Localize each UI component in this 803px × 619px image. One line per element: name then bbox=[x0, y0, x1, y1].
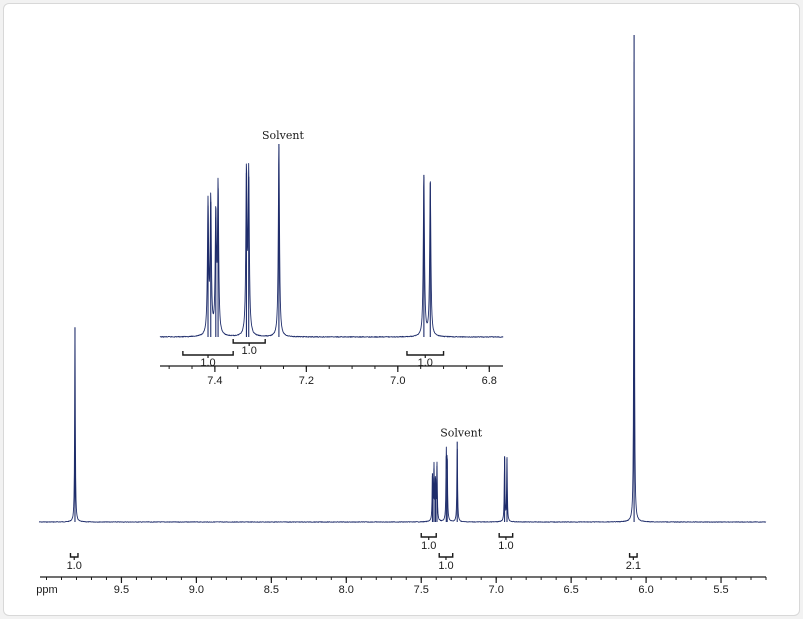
integration-bracket bbox=[232, 339, 266, 344]
main-tick-label: 9.5 bbox=[114, 584, 129, 596]
integration-bracket bbox=[628, 553, 638, 558]
main-tick-label: 6.0 bbox=[638, 584, 653, 596]
inset-solvent-annotation: Solvent bbox=[262, 129, 304, 142]
inset-tick-label: 7.4 bbox=[207, 375, 222, 387]
integration-value: 1.0 bbox=[67, 560, 82, 572]
main-integration-1: 1.0 bbox=[420, 533, 437, 552]
x-axis-label: ppm bbox=[36, 584, 57, 596]
integration-bracket bbox=[69, 553, 79, 558]
main-integration-2: 1.0 bbox=[438, 553, 454, 572]
integration-bracket bbox=[406, 351, 445, 356]
main-tick-label: 7.0 bbox=[489, 584, 504, 596]
main-integration-3: 1.0 bbox=[498, 533, 514, 552]
inset-integration-2: 1.0 bbox=[406, 351, 445, 369]
inset-integration-1: 1.0 bbox=[232, 339, 266, 357]
main-tick-label: 6.5 bbox=[563, 584, 578, 596]
main-solvent-annotation: Solvent bbox=[440, 427, 482, 440]
integration-bracket bbox=[182, 351, 234, 356]
integration-bracket bbox=[420, 533, 437, 538]
inset-tick-label: 7.0 bbox=[390, 375, 405, 387]
integration-value: 1.0 bbox=[498, 540, 513, 552]
inset-tick-label: 7.2 bbox=[299, 375, 314, 387]
main-tick-label: 8.5 bbox=[264, 584, 279, 596]
integration-value: 1.0 bbox=[421, 540, 436, 552]
integration-value: 1.0 bbox=[438, 560, 453, 572]
inset-spectrum-trace bbox=[159, 146, 504, 338]
nmr-spectrum-chart: 9.5 9.0 8.5 8.0 7.5 7.0 6.5 6.0 5.5ppm1.01.01.01… bbox=[36, 35, 767, 596]
integration-bracket bbox=[498, 533, 514, 538]
main-integration-0: 1.0 bbox=[67, 553, 82, 572]
main-tick-label: 5.5 bbox=[713, 584, 728, 596]
main-tick-label: 9.0 bbox=[189, 584, 204, 596]
main-spectrum-panel: 9.5 9.0 8.5 8.0 7.5 7.0 6.5 6.0 5.5ppm1.01.01.01… bbox=[36, 35, 767, 596]
inset-integration-0: 1.0 bbox=[182, 351, 234, 369]
integration-value: 1.0 bbox=[242, 345, 257, 357]
inset-tick-label: 6.8 bbox=[482, 375, 497, 387]
inset-spectrum-panel: 7.4 7.2 7.0 6.8 1.0 1.0 1.0 Solvent bbox=[159, 129, 504, 387]
main-tick-label: 7.5 bbox=[414, 584, 429, 596]
integration-value: 1.0 bbox=[418, 357, 433, 369]
integration-value: 1.0 bbox=[200, 357, 215, 369]
main-integration-4: 2.1 bbox=[626, 553, 641, 572]
integration-value: 2.1 bbox=[626, 560, 641, 572]
main-tick-label: 8.0 bbox=[339, 584, 354, 596]
integration-bracket bbox=[438, 553, 454, 558]
spectrum-frame: 9.5 9.0 8.5 8.0 7.5 7.0 6.5 6.0 5.5 ppm 1.0 1.0 1.0 1… bbox=[3, 3, 800, 616]
main-spectrum-trace bbox=[38, 61, 767, 523]
